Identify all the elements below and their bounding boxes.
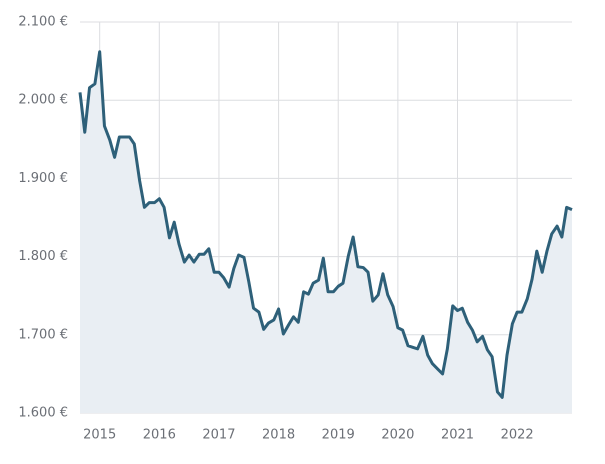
y-tick-label: 1.600 € bbox=[18, 406, 68, 421]
x-tick-label: 2022 bbox=[501, 428, 534, 443]
y-tick-label: 1.700 € bbox=[18, 327, 68, 342]
y-tick-label: 1.900 € bbox=[18, 171, 68, 186]
y-tick-label: 1.800 € bbox=[18, 249, 68, 264]
x-tick-label: 2021 bbox=[441, 428, 474, 443]
y-tick-label: 2.100 € bbox=[18, 15, 68, 30]
x-tick-label: 2018 bbox=[262, 428, 295, 443]
x-tick-label: 2016 bbox=[143, 428, 176, 443]
y-tick-label: 2.000 € bbox=[18, 93, 68, 108]
area-fill bbox=[80, 51, 572, 413]
line bbox=[78, 50, 573, 399]
x-tick-label: 2017 bbox=[202, 428, 235, 443]
x-tick-label: 2020 bbox=[381, 428, 414, 443]
x-tick-label: 2015 bbox=[83, 428, 116, 443]
x-tick-label: 2019 bbox=[322, 428, 355, 443]
